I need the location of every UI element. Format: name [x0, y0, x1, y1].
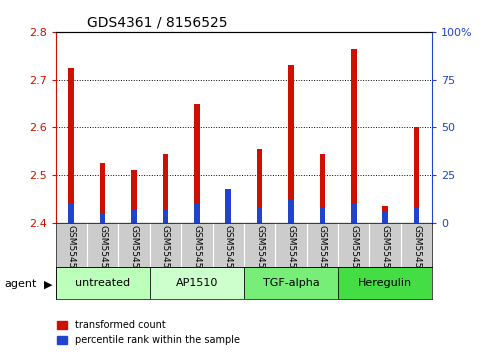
Text: Heregulin: Heregulin [358, 278, 412, 288]
Text: GSM554587: GSM554587 [318, 225, 327, 280]
Text: untreated: untreated [75, 278, 130, 288]
Text: GSM554581: GSM554581 [129, 225, 139, 280]
Bar [150, 267, 244, 299]
Bar [338, 267, 432, 299]
Text: GSM554584: GSM554584 [224, 225, 233, 280]
Bar [288, 200, 294, 223]
Bar [257, 149, 262, 223]
Text: GSM554582: GSM554582 [161, 225, 170, 280]
Bar [226, 189, 231, 223]
Bar [351, 204, 356, 223]
Bar [244, 267, 338, 299]
Bar [100, 213, 105, 223]
Text: AP1510: AP1510 [176, 278, 218, 288]
Bar [194, 103, 199, 223]
Text: GSM554580: GSM554580 [98, 225, 107, 280]
Text: GSM554586: GSM554586 [286, 225, 296, 280]
Bar [69, 68, 74, 223]
Bar [414, 127, 419, 223]
Text: GSM554589: GSM554589 [381, 225, 390, 280]
Bar [194, 204, 199, 223]
Bar [320, 208, 325, 223]
Text: agent: agent [5, 279, 37, 289]
Bar [100, 163, 105, 223]
Bar [383, 206, 388, 223]
Bar [351, 48, 356, 223]
Text: GSM554583: GSM554583 [192, 225, 201, 280]
Legend: transformed count, percentile rank within the sample: transformed count, percentile rank withi… [53, 316, 243, 349]
Bar [288, 65, 294, 223]
Bar [226, 221, 231, 223]
Bar [163, 210, 168, 223]
Bar [163, 154, 168, 223]
Bar [131, 210, 137, 223]
Bar [257, 208, 262, 223]
Text: GSM554585: GSM554585 [255, 225, 264, 280]
Text: GSM554590: GSM554590 [412, 225, 421, 280]
Text: ▶: ▶ [44, 279, 53, 289]
Bar [69, 204, 74, 223]
Bar [131, 170, 137, 223]
Bar [414, 208, 419, 223]
Bar [383, 212, 388, 223]
Text: GDS4361 / 8156525: GDS4361 / 8156525 [87, 16, 227, 30]
Text: GSM554579: GSM554579 [67, 225, 76, 280]
Text: GSM554588: GSM554588 [349, 225, 358, 280]
Text: TGF-alpha: TGF-alpha [263, 278, 319, 288]
Bar [320, 154, 325, 223]
Bar [56, 267, 150, 299]
